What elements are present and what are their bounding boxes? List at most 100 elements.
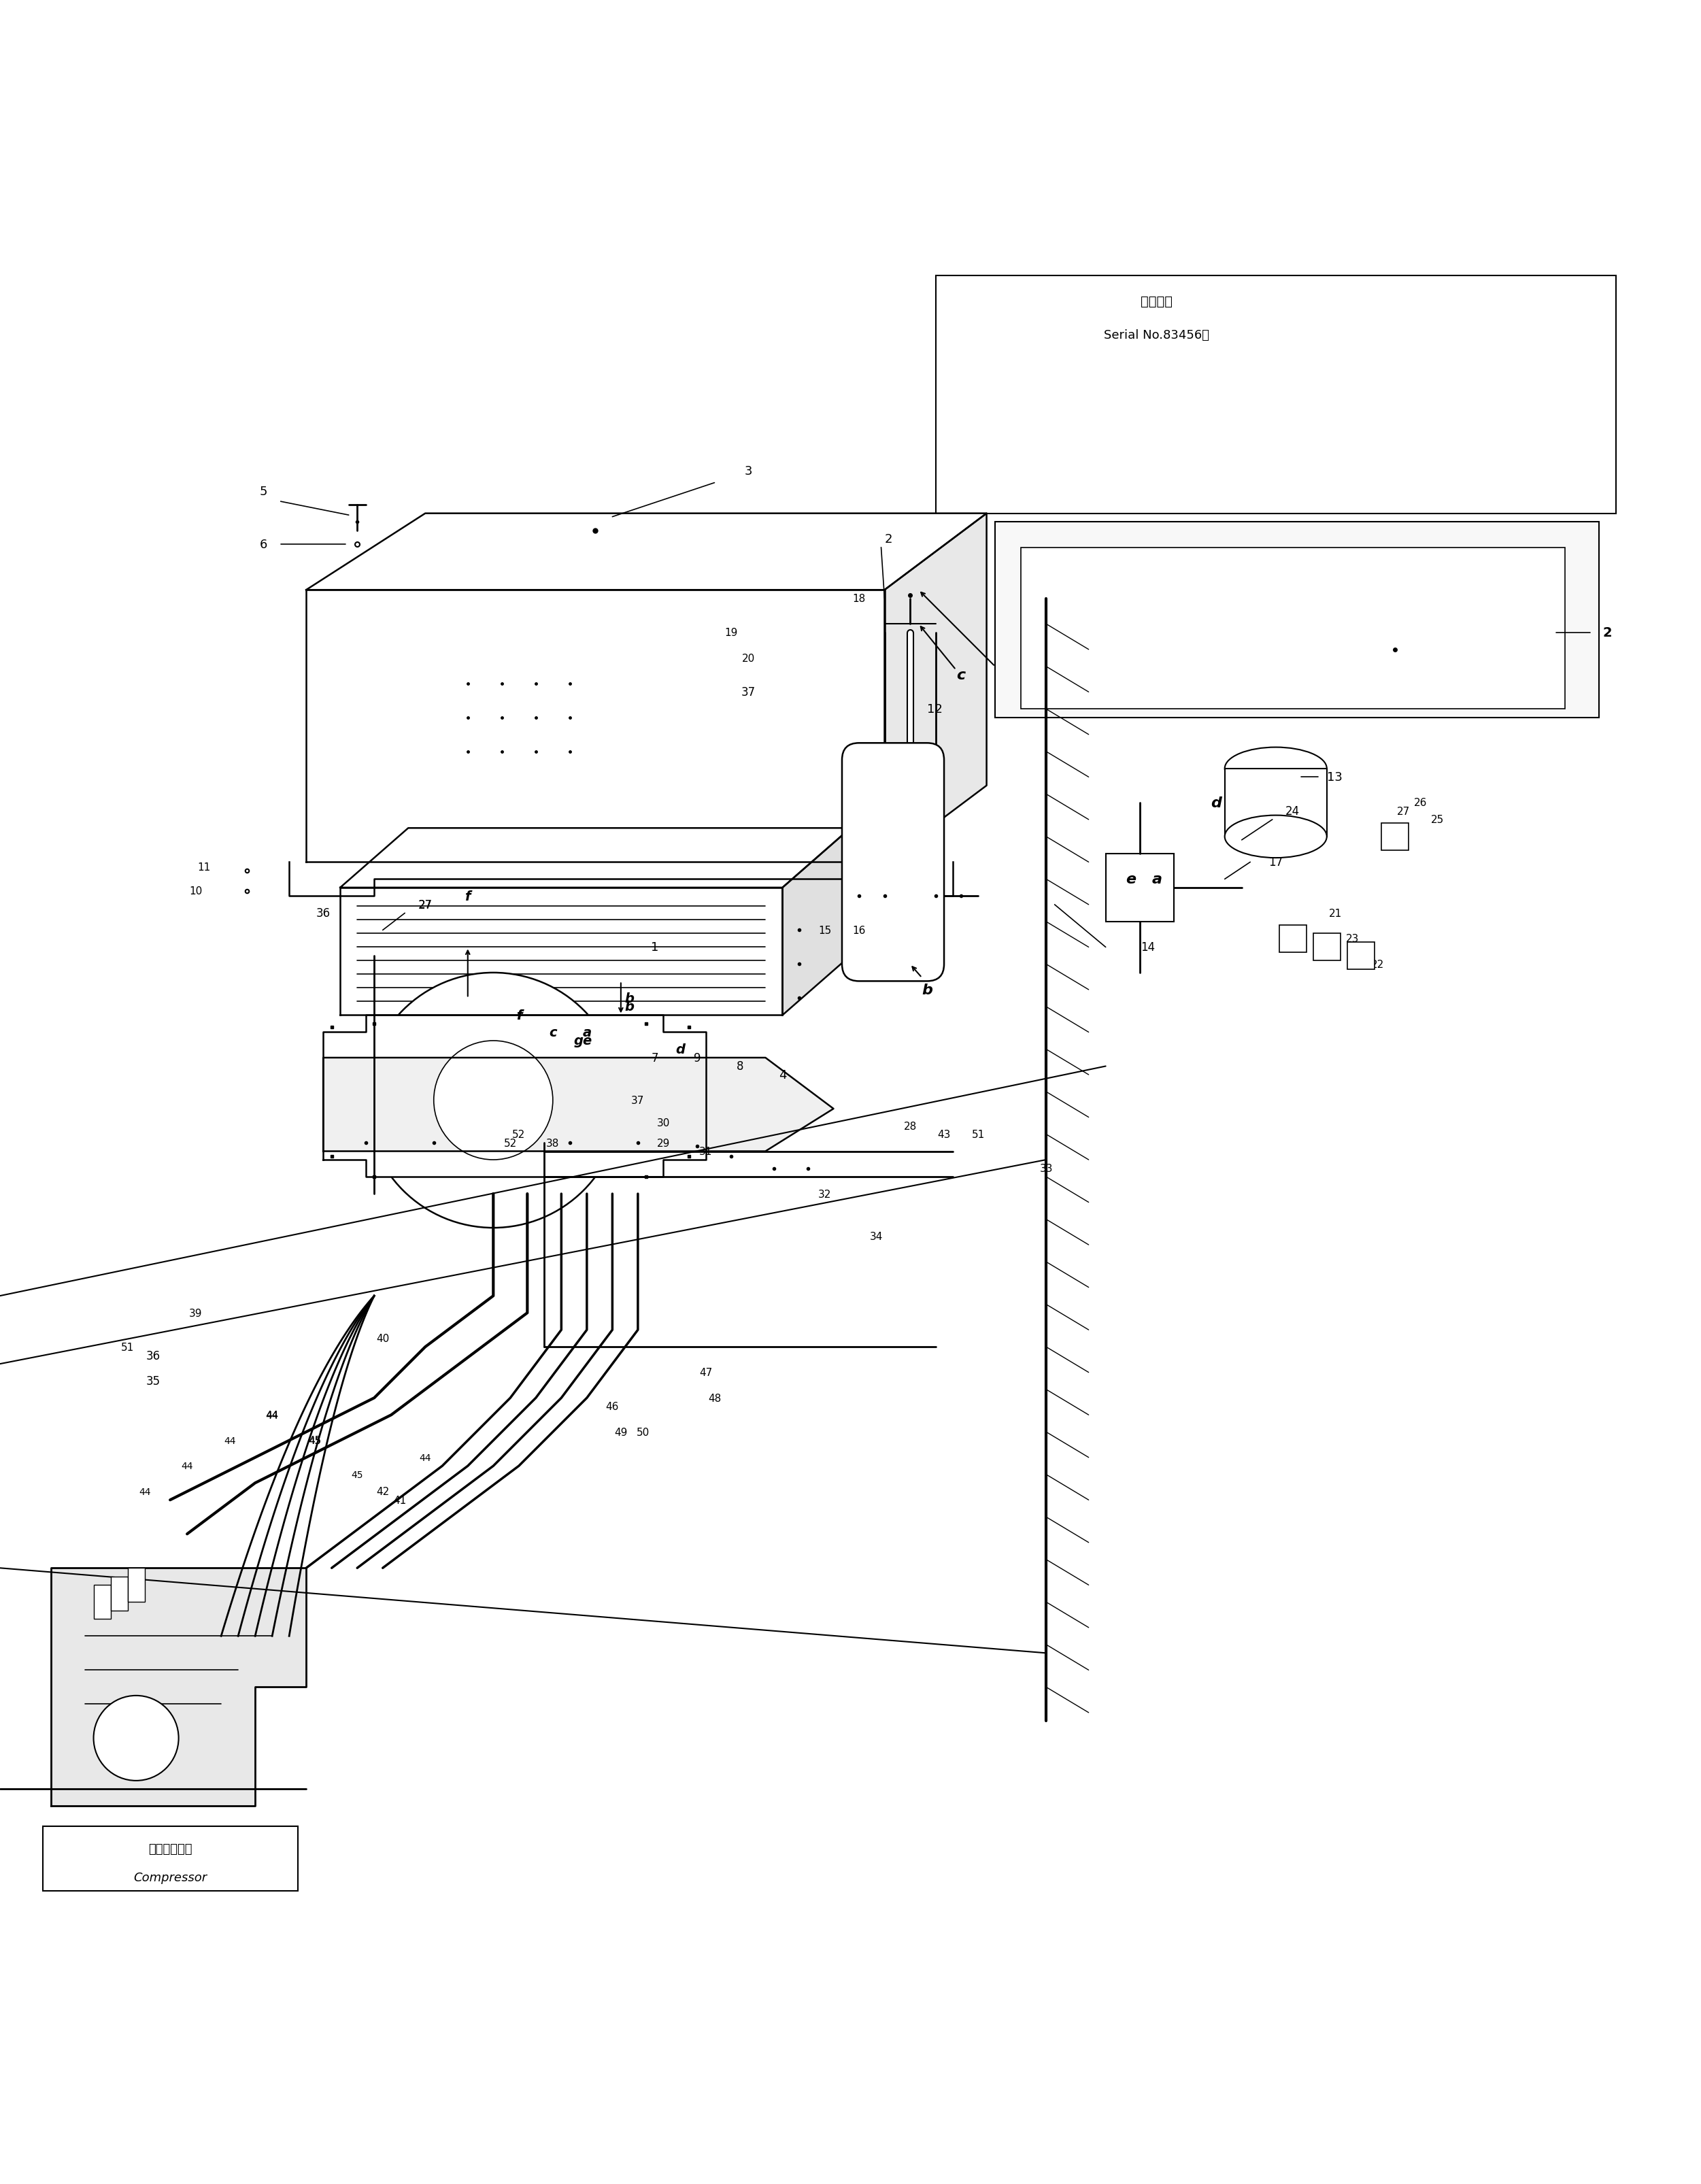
Text: 32: 32	[818, 1188, 832, 1199]
Polygon shape	[340, 889, 782, 1016]
Text: 9: 9	[694, 1053, 701, 1064]
Text: 8: 8	[737, 1061, 743, 1072]
Bar	[1279, 926, 1306, 952]
Text: f: f	[464, 889, 471, 902]
Polygon shape	[306, 590, 885, 863]
Polygon shape	[323, 1057, 833, 1151]
Text: e: e	[582, 1035, 592, 1048]
Text: 19: 19	[725, 627, 738, 638]
Text: 27: 27	[1397, 806, 1410, 817]
Text: 31: 31	[699, 1147, 713, 1158]
Text: d: d	[1211, 797, 1221, 810]
Text: 29: 29	[657, 1138, 670, 1149]
Text: 44: 44	[225, 1435, 235, 1446]
Text: 46: 46	[606, 1402, 619, 1411]
Text: 12: 12	[927, 703, 942, 716]
Bar	[1225, 769, 1327, 836]
Text: 35: 35	[146, 1376, 160, 1387]
Text: 27: 27	[418, 900, 432, 911]
Text: 44: 44	[139, 1487, 150, 1496]
Text: 44: 44	[265, 1411, 279, 1420]
Text: 18: 18	[852, 594, 866, 605]
Text: 42: 42	[376, 1487, 390, 1496]
Text: 52: 52	[512, 1129, 526, 1140]
Text: 27: 27	[418, 900, 432, 911]
Text: 1: 1	[651, 941, 658, 954]
Text: 37: 37	[742, 686, 755, 699]
Circle shape	[94, 1695, 179, 1780]
Polygon shape	[51, 1568, 306, 1806]
Text: 40: 40	[376, 1334, 390, 1343]
Text: コンプレッサ: コンプレッサ	[148, 1843, 192, 1854]
Text: 41: 41	[393, 1496, 407, 1505]
Text: 28: 28	[903, 1120, 917, 1131]
Bar	[995, 522, 1599, 719]
Text: 2: 2	[885, 533, 893, 546]
Text: 34: 34	[869, 1232, 883, 1243]
Text: 10: 10	[189, 887, 202, 895]
Text: 21: 21	[1328, 909, 1342, 919]
Polygon shape	[782, 828, 850, 1016]
Bar	[1347, 941, 1374, 970]
Text: 44: 44	[267, 1411, 277, 1420]
Text: 43: 43	[937, 1129, 951, 1140]
Text: 24: 24	[1286, 806, 1300, 817]
Text: 30: 30	[657, 1118, 670, 1127]
Text: 適用号機: 適用号機	[1141, 295, 1172, 308]
Ellipse shape	[1225, 747, 1327, 791]
Text: 5: 5	[260, 485, 267, 498]
Text: 14: 14	[1141, 941, 1155, 954]
Text: 50: 50	[636, 1426, 650, 1437]
Text: 45: 45	[352, 1470, 362, 1479]
Text: 45: 45	[308, 1435, 321, 1446]
Text: b: b	[624, 1000, 634, 1013]
Text: 4: 4	[779, 1068, 786, 1081]
Text: d: d	[675, 1044, 686, 1055]
Text: 33: 33	[1039, 1164, 1053, 1173]
Bar	[1021, 548, 1565, 710]
Text: 49: 49	[614, 1426, 628, 1437]
Text: a: a	[1152, 874, 1162, 887]
Text: 13: 13	[1327, 771, 1342, 784]
Text: 36: 36	[316, 906, 330, 919]
Text: e: e	[1126, 874, 1136, 887]
Text: f: f	[515, 1009, 522, 1022]
Text: 44: 44	[182, 1461, 192, 1470]
Text: a: a	[582, 1026, 592, 1040]
Text: 22: 22	[1371, 959, 1385, 970]
Polygon shape	[323, 1016, 706, 1177]
Bar	[94, 1586, 111, 1618]
Text: Compressor: Compressor	[133, 1872, 208, 1885]
Polygon shape	[306, 513, 987, 590]
Text: 51: 51	[971, 1129, 985, 1140]
Text: b: b	[624, 992, 634, 1005]
Text: 20: 20	[742, 653, 755, 664]
Text: 17: 17	[1269, 856, 1283, 869]
Bar	[1313, 935, 1340, 961]
Text: 7: 7	[651, 1053, 658, 1064]
Bar	[111, 1577, 128, 1610]
Text: b: b	[922, 983, 932, 996]
Text: 38: 38	[546, 1138, 560, 1149]
Bar	[128, 1568, 145, 1603]
Text: 11: 11	[197, 863, 211, 874]
Text: 47: 47	[699, 1367, 713, 1378]
Bar	[43, 1826, 298, 1891]
Text: 39: 39	[189, 1308, 202, 1319]
Text: 25: 25	[1431, 815, 1444, 826]
Text: 48: 48	[708, 1393, 721, 1402]
Text: 52: 52	[503, 1138, 517, 1149]
Text: 6: 6	[260, 537, 267, 550]
Text: Serial No.83456～: Serial No.83456～	[1104, 330, 1209, 341]
Text: 37: 37	[631, 1096, 645, 1105]
Text: 36: 36	[146, 1350, 160, 1361]
Text: 51: 51	[121, 1341, 134, 1352]
Text: 44: 44	[420, 1452, 430, 1463]
Text: 15: 15	[818, 926, 832, 935]
Text: 16: 16	[852, 926, 866, 935]
Circle shape	[366, 972, 621, 1227]
Ellipse shape	[1225, 815, 1327, 858]
Polygon shape	[340, 828, 850, 889]
Bar	[936, 275, 1616, 513]
Circle shape	[434, 1042, 553, 1160]
